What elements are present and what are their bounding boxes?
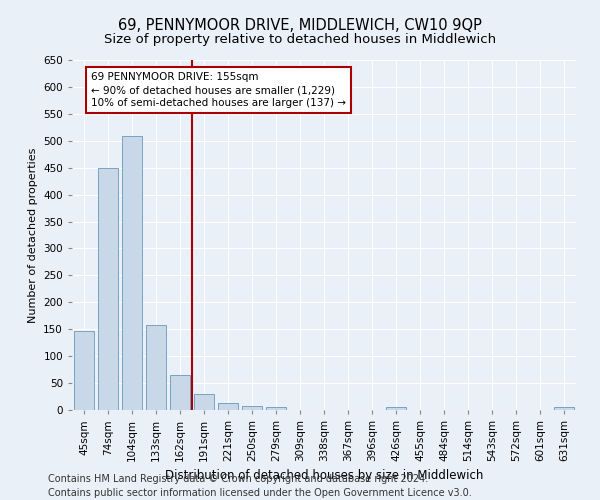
Bar <box>386 408 406 410</box>
Bar <box>266 408 286 410</box>
Text: 69 PENNYMOOR DRIVE: 155sqm
← 90% of detached houses are smaller (1,229)
10% of s: 69 PENNYMOOR DRIVE: 155sqm ← 90% of deta… <box>91 72 346 108</box>
Bar <box>98 168 118 410</box>
X-axis label: Distribution of detached houses by size in Middlewich: Distribution of detached houses by size … <box>165 470 483 482</box>
Text: Contains HM Land Registry data © Crown copyright and database right 2024.
Contai: Contains HM Land Registry data © Crown c… <box>48 474 472 498</box>
Bar <box>170 375 190 410</box>
Bar <box>554 408 574 410</box>
Text: Size of property relative to detached houses in Middlewich: Size of property relative to detached ho… <box>104 32 496 46</box>
Bar <box>242 406 262 410</box>
Bar <box>194 394 214 410</box>
Text: 69, PENNYMOOR DRIVE, MIDDLEWICH, CW10 9QP: 69, PENNYMOOR DRIVE, MIDDLEWICH, CW10 9Q… <box>118 18 482 32</box>
Y-axis label: Number of detached properties: Number of detached properties <box>28 148 38 322</box>
Bar <box>146 325 166 410</box>
Bar <box>74 331 94 410</box>
Bar <box>218 403 238 410</box>
Bar <box>122 136 142 410</box>
